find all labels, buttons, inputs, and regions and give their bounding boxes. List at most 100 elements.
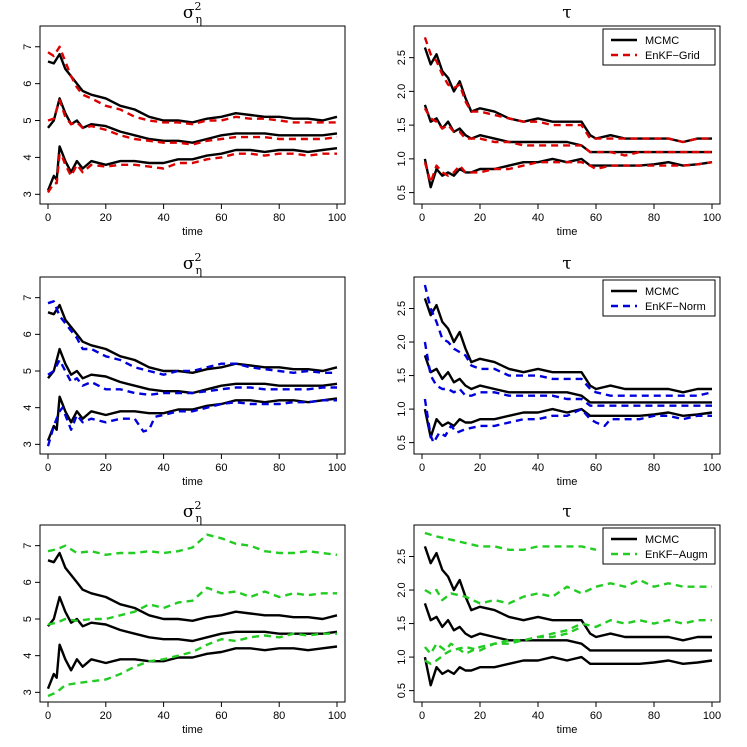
series-line-grid-3: [423, 37, 712, 144]
x-tick-label: 40: [532, 462, 544, 474]
y-tick-label: 1.5: [396, 368, 408, 383]
x-tick-label: 0: [45, 710, 51, 722]
series-line-grid-5: [423, 160, 713, 184]
x-tick-label: 40: [157, 462, 169, 474]
series-line-grid-4: [423, 107, 712, 157]
x-tick-label: 100: [703, 710, 721, 722]
title-base: σ: [183, 254, 195, 274]
panel-title: σ2 η: [183, 499, 202, 525]
plot-frame: [39, 25, 346, 205]
x-axis-label: time: [182, 724, 203, 736]
legend: MCMC EnKF−Augm: [602, 527, 716, 565]
panel-p6: τ 0 20 40 60 80 100 time 0.5 1.0 1.5 2.0 2.5 MCMC EnKF…: [396, 502, 721, 736]
x-axis-label: time: [557, 476, 578, 488]
legend-label-mcmc: MCMC: [645, 35, 679, 47]
panel-title: σ2 η: [183, 0, 202, 26]
x-tick-label: 80: [648, 212, 660, 224]
title-base: τ: [562, 3, 571, 23]
series-line-mcmc-1: [423, 603, 712, 652]
series-line-norm-5: [46, 399, 337, 447]
y-tick-label: 3: [22, 191, 34, 197]
x-tick-label: 20: [100, 710, 112, 722]
panel-p5: σ2 η 0 20 40 60 80 100 time 3 4 5 6 7: [22, 499, 346, 736]
series-line-augm-3: [424, 531, 597, 551]
title-base: σ: [183, 3, 195, 23]
legend-box: [602, 279, 716, 317]
x-tick-label: 60: [590, 710, 602, 722]
x-tick-label: 60: [215, 212, 227, 224]
panel-p1: σ2 η 0 20 40 60 80 100 time 3 4 5 6 7: [22, 0, 346, 238]
plot-frame: [39, 276, 346, 455]
x-tick-label: 60: [590, 212, 602, 224]
y-tick-label: 6: [22, 81, 34, 87]
title-superscript: 2: [195, 0, 202, 13]
x-axis-label: time: [182, 476, 203, 488]
series-line-mcmc-2: [46, 145, 338, 192]
series-line-mcmc-2: [46, 643, 338, 690]
y-tick-label: 3: [22, 689, 34, 695]
panel-title: τ: [562, 502, 571, 522]
y-tick-label: 2.0: [396, 582, 408, 597]
y-tick-label: 7: [22, 543, 34, 549]
series-line-mcmc-1: [47, 595, 338, 643]
panel-p3: σ2 η 0 20 40 60 80 100 time 3 4 5 6 7: [22, 251, 346, 488]
legend-label-mcmc: MCMC: [645, 534, 679, 546]
series-line-mcmc-2: [46, 395, 338, 442]
x-axis-label: time: [182, 226, 203, 238]
x-tick-label: 80: [273, 212, 285, 224]
legend: MCMC EnKF−Grid: [602, 28, 716, 66]
y-tick-label: 5: [22, 368, 34, 374]
x-tick-label: 20: [100, 212, 112, 224]
legend-label-norm: EnKF−Norm: [645, 301, 706, 313]
title-superscript: 2: [195, 499, 202, 512]
series-line-mcmc-1: [47, 347, 338, 395]
y-tick-label: 2.5: [396, 50, 408, 65]
y-tick-label: 1.5: [396, 117, 408, 132]
x-tick-label: 0: [419, 710, 425, 722]
x-tick-label: 80: [648, 710, 660, 722]
x-axis-label: time: [557, 724, 578, 736]
x-axis-label: time: [557, 226, 578, 238]
x-tick-label: 60: [215, 710, 227, 722]
panel-title: σ2 η: [183, 251, 202, 277]
legend-box: [602, 28, 716, 66]
x-tick-label: 100: [328, 710, 346, 722]
y-tick-label: 7: [22, 44, 34, 50]
panel-p4: τ 0 20 40 60 80 100 time 0.5 1.0 1.5 2.0 2.5 MCMC EnKF…: [396, 254, 721, 488]
y-tick-label: 1.0: [396, 401, 408, 416]
series-line-augm-4: [47, 586, 337, 626]
series-line-augm-5: [47, 632, 337, 698]
series-line-mcmc-0: [423, 298, 712, 394]
x-tick-label: 40: [157, 710, 169, 722]
title-base: τ: [562, 502, 571, 522]
panel-p2: τ 0 20 40 60 80 100 time 0.5 1.0 1.5 2.0 2.5 MCMC EnKF…: [396, 3, 721, 238]
y-tick-label: 6: [22, 331, 34, 337]
series-line-grid-5: [46, 152, 337, 194]
x-tick-label: 100: [328, 462, 346, 474]
x-tick-label: 40: [157, 212, 169, 224]
title-base: σ: [183, 502, 195, 522]
x-tick-label: 0: [419, 462, 425, 474]
series-line-mcmc-1: [47, 97, 338, 144]
series-line-mcmc-0: [47, 551, 338, 622]
x-tick-label: 60: [590, 462, 602, 474]
series-line-mcmc-2: [423, 655, 713, 687]
x-tick-label: 20: [474, 462, 486, 474]
series-line-mcmc-0: [47, 303, 338, 374]
y-tick-label: 5: [22, 117, 34, 123]
y-tick-label: 0.5: [396, 185, 408, 200]
y-tick-label: 5: [22, 616, 34, 622]
panel-title: τ: [562, 254, 571, 274]
y-tick-label: 0.5: [396, 435, 408, 450]
x-tick-label: 100: [703, 462, 721, 474]
y-tick-label: 2.0: [396, 84, 408, 99]
y-tick-label: 1.5: [396, 616, 408, 631]
series-line-norm-4: [423, 341, 712, 407]
x-tick-label: 100: [328, 212, 346, 224]
x-tick-label: 20: [474, 710, 486, 722]
legend-label-grid: EnKF−Grid: [645, 50, 700, 62]
series-line-norm-5: [423, 398, 712, 444]
x-tick-label: 20: [474, 212, 486, 224]
series-line-augm-4: [424, 578, 712, 605]
